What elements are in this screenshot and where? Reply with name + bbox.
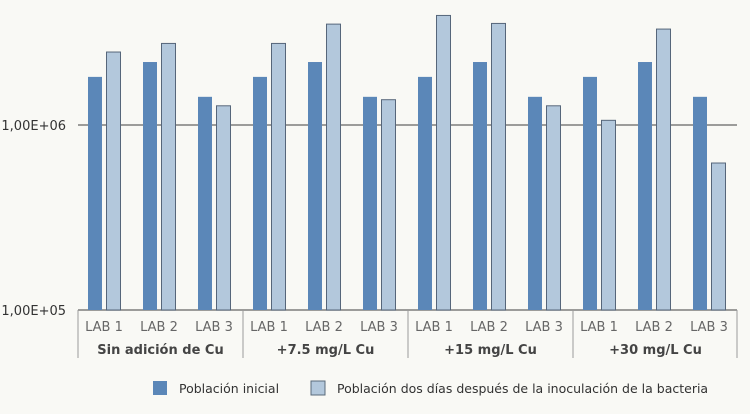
bar-after <box>656 28 671 311</box>
legend-swatch-initial <box>153 381 167 395</box>
bar-after <box>271 42 286 311</box>
bar-initial <box>253 76 267 310</box>
x-tick-label: LAB 3 <box>360 320 398 335</box>
bar-initial <box>143 62 157 310</box>
group-label: +15 mg/L Cu <box>444 343 537 358</box>
bar-after <box>326 23 341 311</box>
bar-after <box>711 162 726 311</box>
bar-after <box>491 22 506 311</box>
x-tick-label: LAB 1 <box>250 320 288 335</box>
y-tick-label: 1,00E+06 <box>1 119 66 134</box>
bar-initial <box>638 62 652 310</box>
legend-label-initial: Población inicial <box>179 381 279 396</box>
bar-after <box>216 105 231 311</box>
bar-initial <box>308 62 322 310</box>
bar-after <box>106 51 121 311</box>
y-tick-label: 1,00E+05 <box>1 304 66 319</box>
x-tick-label: LAB 3 <box>195 320 233 335</box>
bar-initial <box>88 76 102 310</box>
bar-initial <box>363 96 377 310</box>
group-label: Sin adición de Cu <box>97 343 223 358</box>
bar-initial <box>473 62 487 310</box>
x-tick-label: LAB 2 <box>635 320 673 335</box>
x-tick-label: LAB 1 <box>580 320 618 335</box>
bar-after <box>601 119 616 311</box>
bar-after <box>161 42 176 311</box>
legend: Población inicial Población dos días des… <box>153 380 708 396</box>
bar-after <box>546 105 561 311</box>
x-tick-label: LAB 2 <box>470 320 508 335</box>
bar-initial <box>528 96 542 310</box>
group-label: +7.5 mg/L Cu <box>277 343 375 358</box>
bar-after <box>436 14 451 311</box>
legend-swatch-after <box>310 380 326 396</box>
legend-label-after: Población dos días después de la inocula… <box>337 381 708 396</box>
x-tick-label: LAB 3 <box>690 320 728 335</box>
bar-initial <box>418 76 432 310</box>
bar-initial <box>583 76 597 310</box>
bar-initial <box>693 96 707 310</box>
x-tick-label: LAB 2 <box>140 320 178 335</box>
x-tick-label: LAB 1 <box>85 320 123 335</box>
x-tick-label: LAB 2 <box>305 320 343 335</box>
bar-after <box>381 99 396 311</box>
x-tick-label: LAB 3 <box>525 320 563 335</box>
bar-initial <box>198 96 212 310</box>
x-tick-label: LAB 1 <box>415 320 453 335</box>
group-label: +30 mg/L Cu <box>609 343 702 358</box>
